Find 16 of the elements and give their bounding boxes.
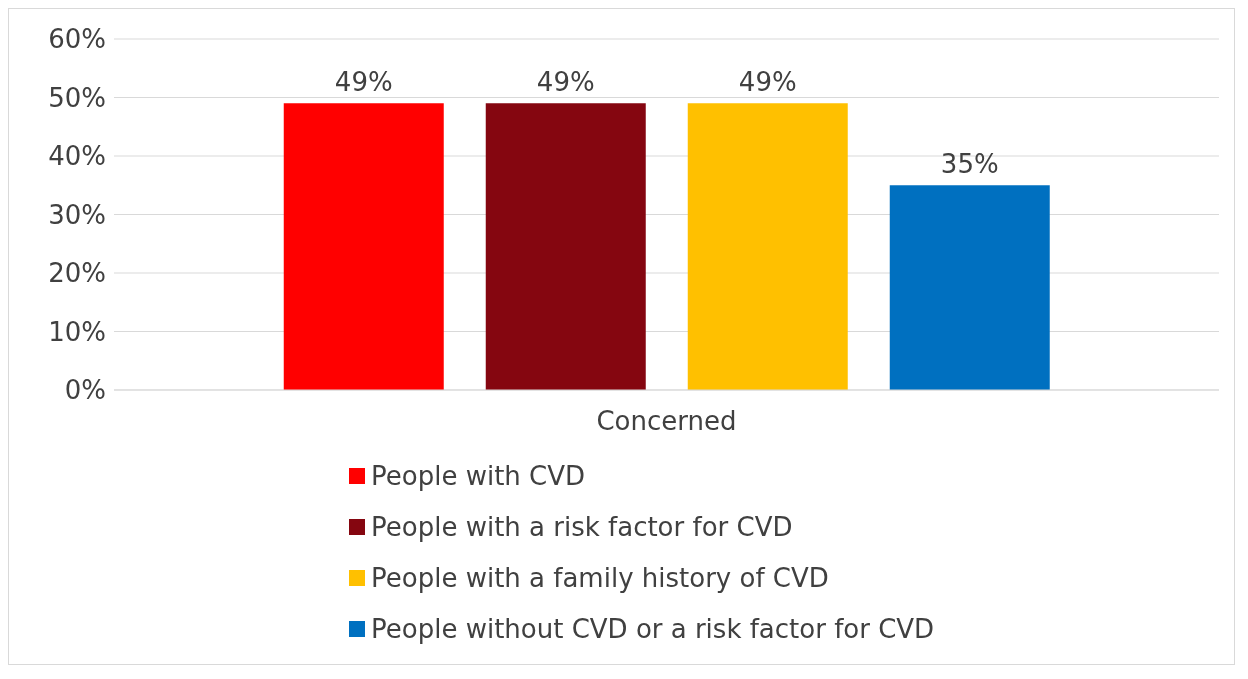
y-tick-label: 30% xyxy=(48,199,106,230)
data-label: 49% xyxy=(536,67,595,98)
y-tick-label: 60% xyxy=(48,24,106,55)
y-tick-label: 50% xyxy=(48,82,106,113)
data-label: 35% xyxy=(940,149,999,180)
legend-label: People with CVD xyxy=(371,460,586,491)
x-tick-label: Concerned xyxy=(596,406,737,437)
y-tick-label: 10% xyxy=(48,316,106,347)
data-label: 49% xyxy=(334,67,393,98)
legend-label: People with a risk factor for CVD xyxy=(371,511,793,542)
y-tick-label: 20% xyxy=(48,258,106,289)
data-label: 49% xyxy=(738,67,797,98)
y-tick-label: 40% xyxy=(48,141,106,172)
y-tick-label: 0% xyxy=(64,375,106,406)
legend-label: People with a family history of CVD xyxy=(371,562,829,593)
legend-label: People without CVD or a risk factor for CVD xyxy=(371,613,935,644)
